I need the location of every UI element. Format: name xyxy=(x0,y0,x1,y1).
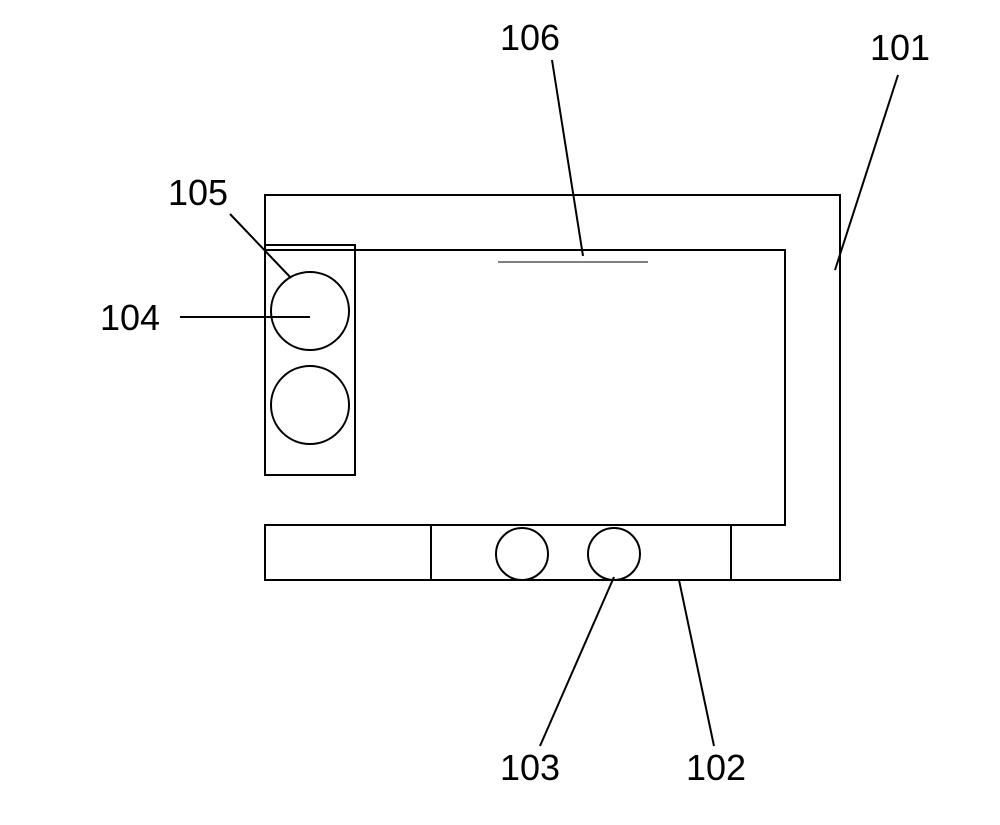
left-holder xyxy=(265,245,355,475)
c-body xyxy=(265,195,840,580)
label-104: 104 xyxy=(100,297,160,338)
label-102: 102 xyxy=(686,747,746,788)
technical-diagram: 101 102 103 104 105 106 xyxy=(0,0,1000,825)
callout-101: 101 xyxy=(835,27,930,270)
label-103: 103 xyxy=(500,747,560,788)
callout-105: 105 xyxy=(168,172,291,278)
left-roller-1 xyxy=(271,272,349,350)
label-101: 101 xyxy=(870,27,930,68)
callout-103: 103 xyxy=(500,577,614,788)
left-roller-2 xyxy=(271,366,349,444)
callout-102: 102 xyxy=(679,580,746,788)
callout-106: 106 xyxy=(500,17,583,256)
bottom-roller-1 xyxy=(496,528,548,580)
bottom-roller-2 xyxy=(588,528,640,580)
bottom-holder xyxy=(431,525,731,580)
label-106: 106 xyxy=(500,17,560,58)
callout-104: 104 xyxy=(100,297,310,338)
label-105: 105 xyxy=(168,172,228,213)
